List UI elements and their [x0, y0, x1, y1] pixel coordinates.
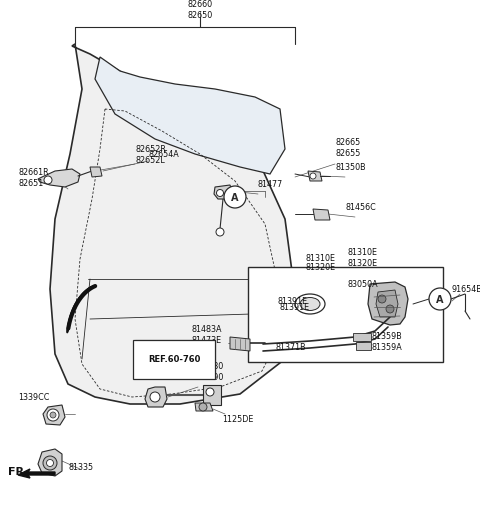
Circle shape — [386, 305, 394, 314]
Bar — [353, 333, 371, 342]
Polygon shape — [313, 210, 330, 220]
Circle shape — [47, 409, 59, 421]
Text: 81310E: 81310E — [305, 253, 335, 263]
Polygon shape — [376, 291, 398, 318]
Polygon shape — [145, 387, 167, 407]
Text: A: A — [436, 294, 444, 304]
Circle shape — [224, 187, 246, 209]
Text: 82654A: 82654A — [148, 150, 179, 159]
Circle shape — [216, 229, 224, 237]
Polygon shape — [38, 449, 62, 476]
Circle shape — [150, 392, 160, 402]
Bar — [203, 385, 221, 405]
Circle shape — [47, 460, 53, 467]
Polygon shape — [18, 469, 55, 478]
Circle shape — [206, 388, 214, 396]
Polygon shape — [214, 186, 233, 200]
Polygon shape — [95, 58, 285, 175]
Text: 82661R
82651: 82661R 82651 — [18, 168, 48, 187]
Polygon shape — [195, 403, 213, 411]
Circle shape — [378, 295, 386, 303]
Text: 1125DE: 1125DE — [222, 415, 253, 423]
Circle shape — [216, 190, 224, 197]
Text: 81320E: 81320E — [305, 263, 335, 271]
Polygon shape — [38, 169, 80, 188]
Polygon shape — [90, 167, 102, 178]
Text: 81456C: 81456C — [345, 203, 376, 212]
Text: FR.: FR. — [8, 466, 28, 476]
Text: 81359B
81359A: 81359B 81359A — [372, 332, 403, 351]
Text: 82660
82650: 82660 82650 — [187, 1, 213, 20]
Ellipse shape — [300, 298, 320, 311]
Text: 81477: 81477 — [258, 180, 283, 189]
Text: 82652R
82652L: 82652R 82652L — [135, 145, 166, 164]
Text: 82665
82655: 82665 82655 — [335, 138, 360, 157]
Text: 81391E: 81391E — [280, 303, 310, 312]
Text: 81483A
81473E: 81483A 81473E — [192, 325, 223, 344]
Text: REF.60-760: REF.60-760 — [148, 353, 202, 362]
Polygon shape — [230, 337, 250, 351]
Circle shape — [50, 412, 56, 418]
Text: 1339CC: 1339CC — [18, 393, 49, 402]
Text: 81371B: 81371B — [275, 343, 306, 352]
Bar — [248, 267, 443, 362]
Text: 83050A: 83050A — [348, 280, 379, 289]
Polygon shape — [308, 172, 322, 182]
Ellipse shape — [295, 294, 325, 315]
Bar — [356, 343, 371, 350]
Polygon shape — [43, 405, 65, 425]
Text: 81310E
81320E: 81310E 81320E — [348, 248, 378, 267]
Text: 79380
79390: 79380 79390 — [198, 361, 223, 381]
Text: 81391E: 81391E — [278, 297, 308, 306]
Text: 81335: 81335 — [68, 463, 93, 471]
Text: 91654B: 91654B — [452, 285, 480, 294]
Polygon shape — [368, 282, 408, 325]
Circle shape — [199, 403, 207, 411]
Circle shape — [43, 456, 57, 470]
Text: A: A — [231, 192, 239, 203]
Circle shape — [429, 289, 451, 310]
Text: REF.60-760: REF.60-760 — [148, 355, 200, 364]
Text: 81350B: 81350B — [335, 163, 366, 172]
Circle shape — [310, 174, 316, 180]
Polygon shape — [50, 45, 295, 404]
Circle shape — [44, 177, 52, 185]
